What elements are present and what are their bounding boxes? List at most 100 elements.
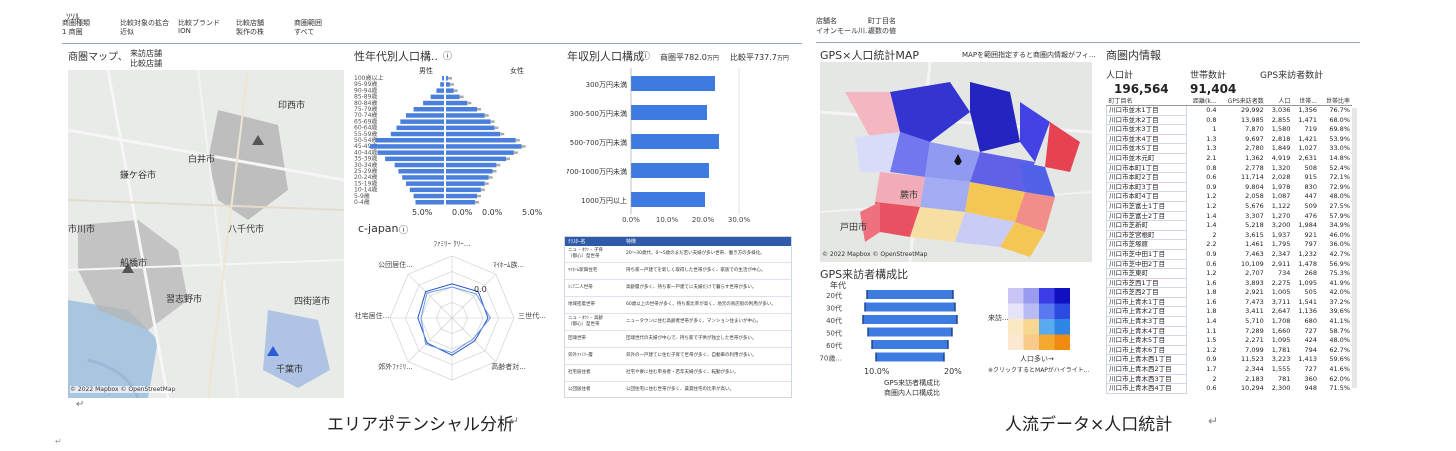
area-header-cell[interactable]: 人口 bbox=[1265, 96, 1293, 106]
area-header-cell[interactable]: GPS来訪者数 bbox=[1218, 96, 1266, 106]
area-row[interactable]: 川口市芝中田1丁目 0.9 7,463 2,347 1,232 42.7% bbox=[1106, 248, 1353, 260]
area-cell: 7,473 bbox=[1245, 297, 1264, 306]
area-cell: 1.4 bbox=[1206, 317, 1217, 326]
area-cell: 10,294 bbox=[1241, 384, 1264, 393]
area-cell: 3,307 bbox=[1245, 211, 1264, 220]
area-header-cell[interactable]: 町丁目名 bbox=[1106, 96, 1187, 106]
area-row[interactable]: 川口市上青木西3丁目 2 2,183 781 360 62.0% bbox=[1106, 373, 1353, 385]
filter-value[interactable]: すべて bbox=[294, 28, 315, 36]
filter-value[interactable]: 1 商圏 bbox=[62, 28, 83, 36]
filter-label: 比較店舗 bbox=[236, 19, 264, 27]
area-cell: 2 bbox=[1212, 374, 1217, 383]
area-row[interactable]: 川口市芝新町 1.4 5,218 3,200 1,984 34.9% bbox=[1106, 220, 1353, 231]
area-cell: 5,676 bbox=[1245, 201, 1264, 210]
area-row[interactable]: 川口市上青木6丁目 1.2 7,099 1,781 794 62.7% bbox=[1106, 344, 1353, 356]
radar-series bbox=[417, 283, 489, 356]
area-cell: 2,347 bbox=[1271, 249, 1291, 258]
area-row[interactable]: 川口市並木2丁目 0.8 13,985 2,855 1,471 68.0% bbox=[1106, 114, 1353, 126]
area-row[interactable]: 川口市並木元町 2.1 1,362 4,919 2,631 14.8% bbox=[1106, 152, 1353, 164]
area-cell: 0.9 bbox=[1206, 182, 1217, 191]
area-row[interactable]: 川口市並木3丁目 1 7,870 1,580 719 69.8% bbox=[1106, 124, 1353, 135]
area-row[interactable]: 川口市芝西1丁目 1.6 3,893 2,275 1,095 41.9% bbox=[1106, 277, 1353, 289]
area-row[interactable]: 川口市本町4丁目 1.2 2,058 1,087 447 48.0% bbox=[1106, 191, 1353, 202]
gps-population-map[interactable]: 蕨市 戸田市 © 2022 Mapbox © OpenStreetMap bbox=[820, 62, 1092, 262]
area-cell: 0.6 bbox=[1206, 173, 1217, 182]
area-row[interactable]: 川口市上青木4丁目 1.1 7,289 1,660 727 58.7% bbox=[1106, 325, 1353, 337]
area-row[interactable]: 川口市上青木西2丁目 1.7 2,344 1,555 727 41.6% bbox=[1106, 364, 1353, 375]
area-row[interactable]: 川口市芝中田2丁目 0.6 10,109 2,911 1,478 56.9% bbox=[1106, 258, 1353, 270]
area-cell: 2,855 bbox=[1271, 115, 1291, 124]
filter-value[interactable]: イオンモール川... bbox=[816, 27, 872, 35]
area-cell: 58.7% bbox=[1329, 326, 1350, 335]
pyramid-compare-bar bbox=[521, 145, 526, 148]
cluster-cell: 郊外の一戸建てに住む子育て世帯が多く、自動車の利用が多い。 bbox=[623, 347, 791, 365]
filter-value[interactable]: 複数の値 bbox=[868, 27, 896, 35]
cluster-cell: 団塊世代の夫婦が中心で、持ち家で子供が独立した世帯が多い。 bbox=[623, 330, 791, 348]
area-cell: 川口市芝西1丁目 bbox=[1106, 277, 1187, 289]
area-cell: 川口市芝西2丁目 bbox=[1106, 287, 1187, 298]
area-row[interactable]: 川口市上青木西4丁目 0.6 10,294 2,300 948 71.5% bbox=[1106, 383, 1353, 394]
map-canvas bbox=[68, 70, 344, 398]
income-category-label: 300万円未満 bbox=[586, 80, 627, 89]
area-row[interactable]: 川口市本町1丁目 0.8 2,778 1,320 508 52.4% bbox=[1106, 162, 1353, 174]
area-cell: 53.9% bbox=[1329, 134, 1350, 143]
area-cell: 川口市上青木西3丁目 bbox=[1106, 373, 1187, 385]
area-row[interactable]: 川口市上青木5丁目 1.5 2,271 1,095 424 48.0% bbox=[1106, 335, 1353, 346]
area-cell: 2.2 bbox=[1206, 240, 1217, 249]
area-table-scrollbar[interactable] bbox=[1352, 108, 1357, 388]
area-row[interactable]: 川口市上青木西1丁目 0.9 11,523 3,223 1,413 59.6% bbox=[1106, 354, 1353, 366]
area-cell: 3,223 bbox=[1271, 355, 1291, 364]
area-row[interactable]: 川口市芝塚原 2.2 1,461 1,795 797 36.0% bbox=[1106, 239, 1353, 250]
filter-value[interactable]: ION bbox=[178, 27, 191, 35]
gps-age-label: 60代 bbox=[826, 341, 842, 350]
area-cell: 3,411 bbox=[1245, 307, 1264, 316]
area-row[interactable]: 川口市芝東町 1.2 2,707 734 268 75.3% bbox=[1106, 268, 1353, 279]
left-filter-bar: 商圏種類 1 商圏 比較対象の拡合 近似 比較ブランド ION 比較店舗 製作の株 商圏範囲 すべ… bbox=[62, 18, 802, 42]
map-place-inzai: 印西市 bbox=[278, 101, 306, 111]
area-row[interactable]: 川口市芝富士1丁目 1.2 5,676 1,122 509 27.5% bbox=[1106, 200, 1353, 212]
gps-bar bbox=[876, 352, 944, 362]
area-cell: 0.4 bbox=[1206, 106, 1217, 115]
pyramid-tick: 5.0% bbox=[522, 208, 543, 217]
area-cell: 7,099 bbox=[1245, 345, 1264, 354]
heatmap-cell bbox=[1008, 288, 1024, 304]
cluster-cell: 持ち家一戸建てを新しく取得した世帯が多く、家族での生活が中心。 bbox=[623, 262, 791, 280]
area-header-cell[interactable]: 世帯... bbox=[1292, 96, 1319, 106]
area-cell: 48.0% bbox=[1329, 336, 1350, 345]
area-cell: 62.7% bbox=[1329, 345, 1350, 354]
area-cell: 948 bbox=[1304, 384, 1317, 393]
area-row[interactable]: 川口市本町2丁目 0.6 11,714 2,028 915 72.1% bbox=[1106, 172, 1353, 183]
pyramid-age-label: 10-14歳 bbox=[354, 186, 377, 194]
pyramid-male-bar bbox=[400, 119, 444, 124]
pyramid-female-bar bbox=[446, 169, 493, 174]
area-header-cell[interactable]: 距離(k... bbox=[1186, 96, 1219, 106]
area-cell: 1.6 bbox=[1206, 278, 1217, 287]
area-row[interactable]: 川口市芝富士2丁目 1.4 3,307 1,270 476 57.9% bbox=[1106, 210, 1353, 222]
pyramid-compare-bar bbox=[490, 120, 495, 123]
trade-area-map[interactable]: 印西市 白井市 鎌ケ谷市 八千代市 市川市 船橋市 習志野市 四街道市 千葉市 … bbox=[68, 70, 344, 398]
radar-axis-label: 郊外ﾌｧﾐﾘ... bbox=[378, 362, 413, 371]
filter-value[interactable]: 製作の株 bbox=[236, 28, 264, 36]
area-row[interactable]: 川口市並木4丁目 1.3 9,697 2,818 1,421 53.9% bbox=[1106, 133, 1353, 145]
left-divider bbox=[62, 43, 802, 44]
area-header-cell[interactable]: 世帯比率 bbox=[1318, 96, 1352, 106]
area-cell: 1.2 bbox=[1206, 201, 1217, 210]
area-row[interactable]: 川口市上青木3丁目 1.4 5,710 1,708 680 41.1% bbox=[1106, 316, 1353, 327]
area-row[interactable]: 川口市並木5丁目 1.3 2,780 1,849 1,027 33.0% bbox=[1106, 143, 1353, 154]
heatmap[interactable] bbox=[1008, 288, 1070, 350]
pyramid-female-bar bbox=[446, 113, 485, 118]
area-row[interactable]: 川口市上青木1丁目 1.6 7,473 3,711 1,541 37.2% bbox=[1106, 296, 1353, 308]
population-pyramid: 100歳以上 95-99歳 90-94歳 85-89歳 80-84歳 75-79歳 70-7… bbox=[354, 66, 554, 206]
area-cell: 1,095 bbox=[1271, 336, 1291, 345]
area-row[interactable]: 川口市芝西2丁目 1.8 2,921 1,005 505 42.0% bbox=[1106, 287, 1353, 298]
area-cell: 2,183 bbox=[1245, 374, 1264, 383]
pyramid-age-label: 60-64歳 bbox=[354, 124, 377, 132]
area-cell: 3,036 bbox=[1271, 106, 1291, 115]
gps-legend-a: GPS来訪者構成比 bbox=[884, 379, 941, 387]
area-row[interactable]: 川口市本町3丁目 0.9 9,804 1,978 830 72.9% bbox=[1106, 181, 1353, 193]
area-row[interactable]: 川口市上青木2丁目 1.8 3,411 2,647 1,136 39.6% bbox=[1106, 306, 1353, 318]
heatmap-note: ※クリックするとMAPがハイライト... bbox=[988, 367, 1090, 374]
filter-value[interactable]: 近似 bbox=[120, 28, 134, 36]
area-row[interactable]: 川口市芝宮根町 2 3,615 1,937 921 46.0% bbox=[1106, 229, 1353, 241]
area-row[interactable]: 川口市並木1丁目 0.4 29,992 3,036 1,356 76.7% bbox=[1106, 105, 1353, 116]
